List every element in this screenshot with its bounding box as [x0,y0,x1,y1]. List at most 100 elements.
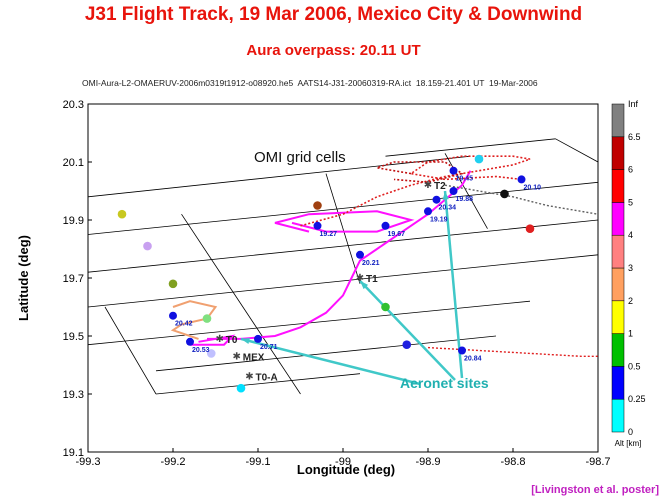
x-tick-label: -99.1 [245,456,270,468]
colorbar-segment [611,267,625,302]
colorbar-label: 5 [628,197,633,207]
colorbar-label: 1 [628,329,633,339]
y-tick-label: 19.3 [63,389,84,401]
time-marker [313,221,322,230]
colorbar-segment [611,333,625,367]
time-marker [356,250,364,259]
x-tick-label: -98.8 [500,456,525,468]
grid-cell-line [88,254,598,308]
file-header: OMI-Aura-L2-OMAERUV-2006m0319t1912-o0892… [82,78,538,88]
colorbar-segment [611,136,625,170]
time-marker [432,195,441,204]
grid-cell-line [88,181,598,235]
data-marks: 19.45 19.88 20.34 20.10 19.19 19.67 19.27 20.21… [117,154,542,393]
colorbar-label: 6 [628,165,633,175]
x-tick-label: -99.2 [160,456,185,468]
axes: -99.3 -99.2 -99.1 -99 -98.9 -98.8 -98.7 19.1 19.… [63,99,611,468]
y-tick-label: 19.7 [63,273,84,285]
time-label: 20.53 [192,347,210,354]
time-marker [254,334,262,343]
flight-tracks [170,155,598,386]
colored-site-point [313,201,322,210]
colorbar-label: 0.5 [628,361,641,371]
colored-site-point [168,279,178,289]
aeronet-arrow-head [241,337,250,344]
red-track [300,155,531,227]
grid-cell-line [104,306,157,395]
colorbar-label: 6.5 [628,132,641,142]
time-marker [458,346,466,355]
time-label: 19.67 [388,231,406,238]
colored-site-point [143,241,152,251]
grid-cell-line [444,153,488,229]
chart-title: J31 Flight Track, 19 Mar 2006, Mexico Ci… [84,4,583,25]
site-label: MEX [243,352,265,363]
time-marker [517,175,526,184]
colorbar-segment [611,398,625,433]
x-tick-label: -99 [335,456,351,468]
credit-note: [Livingston et al. poster] [531,484,659,496]
site-label: T1 [366,274,378,285]
chart-subtitle: Aura overpass: 20.11 UT [246,42,421,59]
colored-site-point [500,189,509,199]
colorbar-segment [611,103,625,138]
colored-site-point [206,349,216,358]
colorbar-label: 0.25 [628,394,646,404]
site-star: ✱ [424,180,432,191]
time-label: 19.19 [430,216,448,223]
magenta-small-loop [190,334,236,346]
colored-site-point [525,224,535,233]
site-label: T0 [226,335,238,346]
x-axis-label: Longitude (deg) [297,462,395,477]
colorbar-label: 4 [628,230,633,240]
aeronet-arrow [359,280,456,381]
colored-site-point [236,383,246,393]
aeronet-arrow [443,190,464,379]
grid-cell-line [181,213,301,395]
grid-cell-line [88,155,471,198]
aeronet-label: Aeronet sites [400,375,489,391]
colored-site-point [402,340,412,350]
time-marker [169,311,177,320]
time-label: 20.71 [260,344,278,351]
time-label: 20.21 [362,260,380,267]
colorbar-label: 3 [628,263,633,273]
colorbar-title: Alt [km] [615,439,642,448]
y-axis-label: Latitude (deg) [16,235,31,321]
colorbar-segment [611,366,625,400]
grid-cell-line [155,373,361,395]
aeronet-arrow-head [360,280,369,290]
time-marker [186,337,194,346]
time-marker [449,187,458,195]
time-label: 20.42 [175,321,193,328]
time-label: 19.88 [456,196,474,203]
colorbar-segment [611,202,625,236]
colorbar-label: 2 [628,296,633,306]
time-marker [381,221,390,230]
site-label: T2 [434,181,446,192]
grid-cell-line [325,173,361,284]
grid-cell-line [385,138,556,157]
colorbar: 0 0.25 0.5 1 2 3 4 5 6 6.5 Inf Alt [km] [611,99,646,448]
colorbar-label: 0 [628,427,633,437]
grey-track [444,184,598,215]
grid-cell-line [555,138,598,163]
y-tick-label: 19.5 [63,331,84,343]
x-tick-label: -98.7 [585,456,610,468]
colored-site-point [117,209,127,219]
colorbar-segment [611,300,625,334]
colored-site-point [202,314,212,323]
colored-site-point [474,154,484,164]
aeronet-arrow-head [442,191,449,200]
aeronet-arrow [240,337,421,386]
time-label: 20.34 [439,205,457,212]
x-tick-label: -99.3 [75,456,100,468]
y-tick-label: 20.1 [63,157,84,169]
y-tick-label: 20.3 [63,99,84,111]
y-tick-label: 19.1 [63,447,84,459]
grid-cells-label: OMI grid cells [254,149,346,166]
site-star: ✱ [216,334,224,345]
time-label: 20.10 [524,184,542,191]
grid-cell-line [88,219,598,273]
time-label: 20.84 [464,356,482,363]
